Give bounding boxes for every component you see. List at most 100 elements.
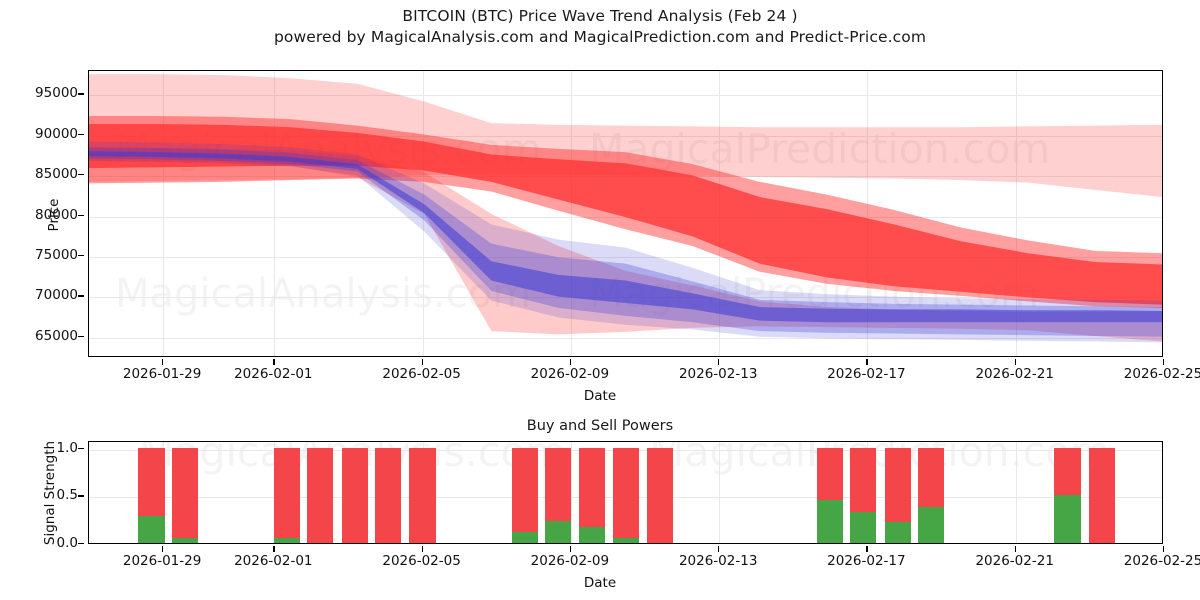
signal-bar[interactable]: [171, 447, 199, 543]
x-axis-tick-label: 2026-02-21: [945, 546, 1085, 569]
y-axis-tick-label: 1.0: [0, 440, 84, 456]
price-x-axis-label: Date: [583, 388, 617, 404]
buy-sell-powers-chart[interactable]: MagicalAnalysis.com MagicalPrediction.co…: [88, 441, 1163, 544]
signal-bar[interactable]: [579, 447, 606, 543]
signal-bar[interactable]: [409, 447, 436, 543]
sell-power-segment: [917, 447, 945, 507]
tick-mark: [1014, 546, 1016, 552]
signal-bar[interactable]: [1054, 447, 1081, 543]
gridline-vertical: [719, 442, 721, 543]
gridline-vertical: [867, 71, 869, 356]
tick-mark: [78, 254, 84, 257]
x-axis-tick-label: 2026-02-05: [352, 546, 492, 569]
x-axis-tick-label: 2026-02-21: [945, 359, 1085, 382]
x-axis-tick-label: 2026-02-25: [1093, 359, 1200, 382]
sell-power-segment: [374, 447, 402, 543]
x-axis-tick-label: 2026-02-17: [796, 546, 936, 569]
sell-power-segment: [646, 447, 674, 543]
buy-power-segment: [171, 538, 199, 543]
tick-mark: [78, 335, 84, 338]
gridline-vertical: [422, 71, 424, 356]
x-axis-tick-label: 2026-02-05: [352, 359, 492, 382]
signal-bar[interactable]: [850, 447, 877, 543]
sell-power-segment: [341, 447, 368, 543]
tick-mark: [1014, 359, 1016, 365]
signal-bar[interactable]: [307, 447, 334, 543]
gridline-horizontal: [89, 337, 1162, 339]
gridline-horizontal: [89, 95, 1162, 97]
price-y-axis-label: Price: [46, 198, 62, 232]
x-axis-tick-label: 2026-02-13: [648, 359, 788, 382]
y-axis-tick-label: 80000: [0, 207, 84, 223]
signal-y-axis-label: Signal Strength: [42, 440, 58, 546]
x-axis-tick-label: 2026-01-29: [92, 546, 232, 569]
price-band-sell-band-core: [89, 124, 1162, 305]
tick-mark: [162, 546, 164, 552]
x-axis-tick-label: 2026-02-09: [500, 546, 640, 569]
x-axis-tick-label: 2026-01-29: [92, 359, 232, 382]
signal-chart-title: Buy and Sell Powers: [526, 418, 674, 434]
tick-mark: [866, 546, 868, 552]
tick-mark: [162, 359, 164, 365]
tick-mark: [78, 295, 84, 297]
signal-bar[interactable]: [1088, 447, 1116, 543]
y-axis-tick-label: 75000: [0, 247, 84, 263]
tick-mark: [78, 214, 84, 216]
buy-power-segment: [579, 526, 606, 543]
sell-power-segment: [884, 447, 911, 522]
sell-power-segment: [579, 447, 606, 527]
signal-bar[interactable]: [273, 447, 301, 543]
sell-power-segment: [138, 447, 165, 517]
sell-power-segment: [544, 447, 572, 522]
x-axis-tick-label: 2026-02-17: [796, 359, 936, 382]
tick-mark: [78, 447, 84, 449]
buy-power-segment: [544, 521, 572, 543]
tick-mark: [273, 546, 275, 552]
gridline-vertical: [163, 71, 165, 356]
tick-mark: [273, 359, 275, 365]
buy-power-segment: [816, 500, 844, 543]
sell-power-segment: [850, 447, 877, 512]
chart-title-block: BITCOIN (BTC) Price Wave Trend Analysis …: [0, 6, 1200, 48]
buy-power-segment: [917, 506, 945, 543]
tick-mark: [78, 495, 84, 497]
signal-bar[interactable]: [884, 447, 911, 543]
sell-power-segment: [511, 447, 538, 532]
gridline-vertical: [570, 71, 572, 356]
gridline-horizontal: [89, 256, 1162, 258]
tick-mark: [421, 359, 423, 365]
y-axis-tick-label: 70000: [0, 287, 84, 303]
y-axis-tick-label: 95000: [0, 85, 84, 101]
tick-mark: [718, 546, 720, 552]
signal-bar[interactable]: [544, 447, 572, 543]
gridline-vertical: [1015, 442, 1017, 543]
tick-mark: [78, 93, 84, 95]
buy-power-segment: [138, 516, 165, 543]
gridline-vertical: [274, 71, 276, 356]
tick-mark: [1163, 546, 1165, 552]
sell-power-segment: [612, 447, 639, 539]
tick-mark: [421, 546, 423, 552]
x-axis-tick-label: 2026-02-01: [203, 546, 343, 569]
tick-mark: [78, 133, 84, 135]
sell-power-segment: [307, 447, 334, 543]
signal-bar[interactable]: [341, 447, 368, 543]
sell-power-segment: [1054, 447, 1081, 496]
sell-power-segment: [1088, 447, 1116, 543]
signal-bar[interactable]: [612, 447, 639, 543]
signal-bar[interactable]: [138, 447, 165, 543]
signal-bar[interactable]: [511, 447, 538, 543]
signal-bar[interactable]: [917, 447, 945, 543]
price-wave-chart[interactable]: MagicalAnalysis.com MagicalPrediction.co…: [88, 70, 1163, 357]
signal-bar[interactable]: [374, 447, 402, 543]
buy-power-segment: [1054, 495, 1081, 543]
signal-bar[interactable]: [816, 447, 844, 543]
x-axis-tick-label: 2026-02-09: [500, 359, 640, 382]
sell-power-segment: [171, 447, 199, 539]
tick-mark: [569, 546, 572, 552]
x-axis-tick-label: 2026-02-01: [203, 359, 343, 382]
sell-power-segment: [816, 447, 844, 501]
signal-bar[interactable]: [646, 447, 674, 543]
sell-power-segment: [273, 447, 301, 539]
